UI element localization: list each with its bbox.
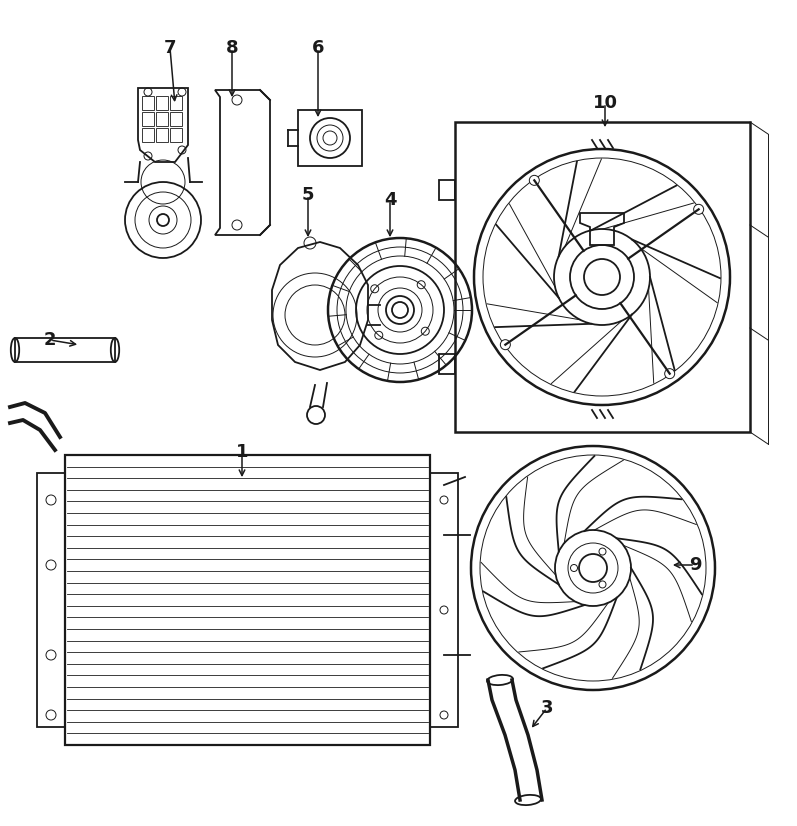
Circle shape (501, 339, 510, 349)
Text: 6: 6 (312, 39, 324, 57)
Text: 10: 10 (592, 94, 618, 112)
Circle shape (665, 368, 675, 378)
Circle shape (392, 302, 408, 318)
Circle shape (529, 175, 540, 185)
Circle shape (555, 530, 631, 606)
Text: 9: 9 (689, 556, 701, 574)
Text: 8: 8 (226, 39, 238, 57)
Text: 7: 7 (163, 39, 176, 57)
Text: 1: 1 (236, 443, 248, 461)
Circle shape (584, 259, 620, 295)
Text: 2: 2 (44, 331, 57, 349)
Text: 5: 5 (302, 186, 314, 204)
Circle shape (693, 204, 704, 214)
Text: 3: 3 (540, 699, 553, 717)
Text: 4: 4 (383, 191, 396, 209)
